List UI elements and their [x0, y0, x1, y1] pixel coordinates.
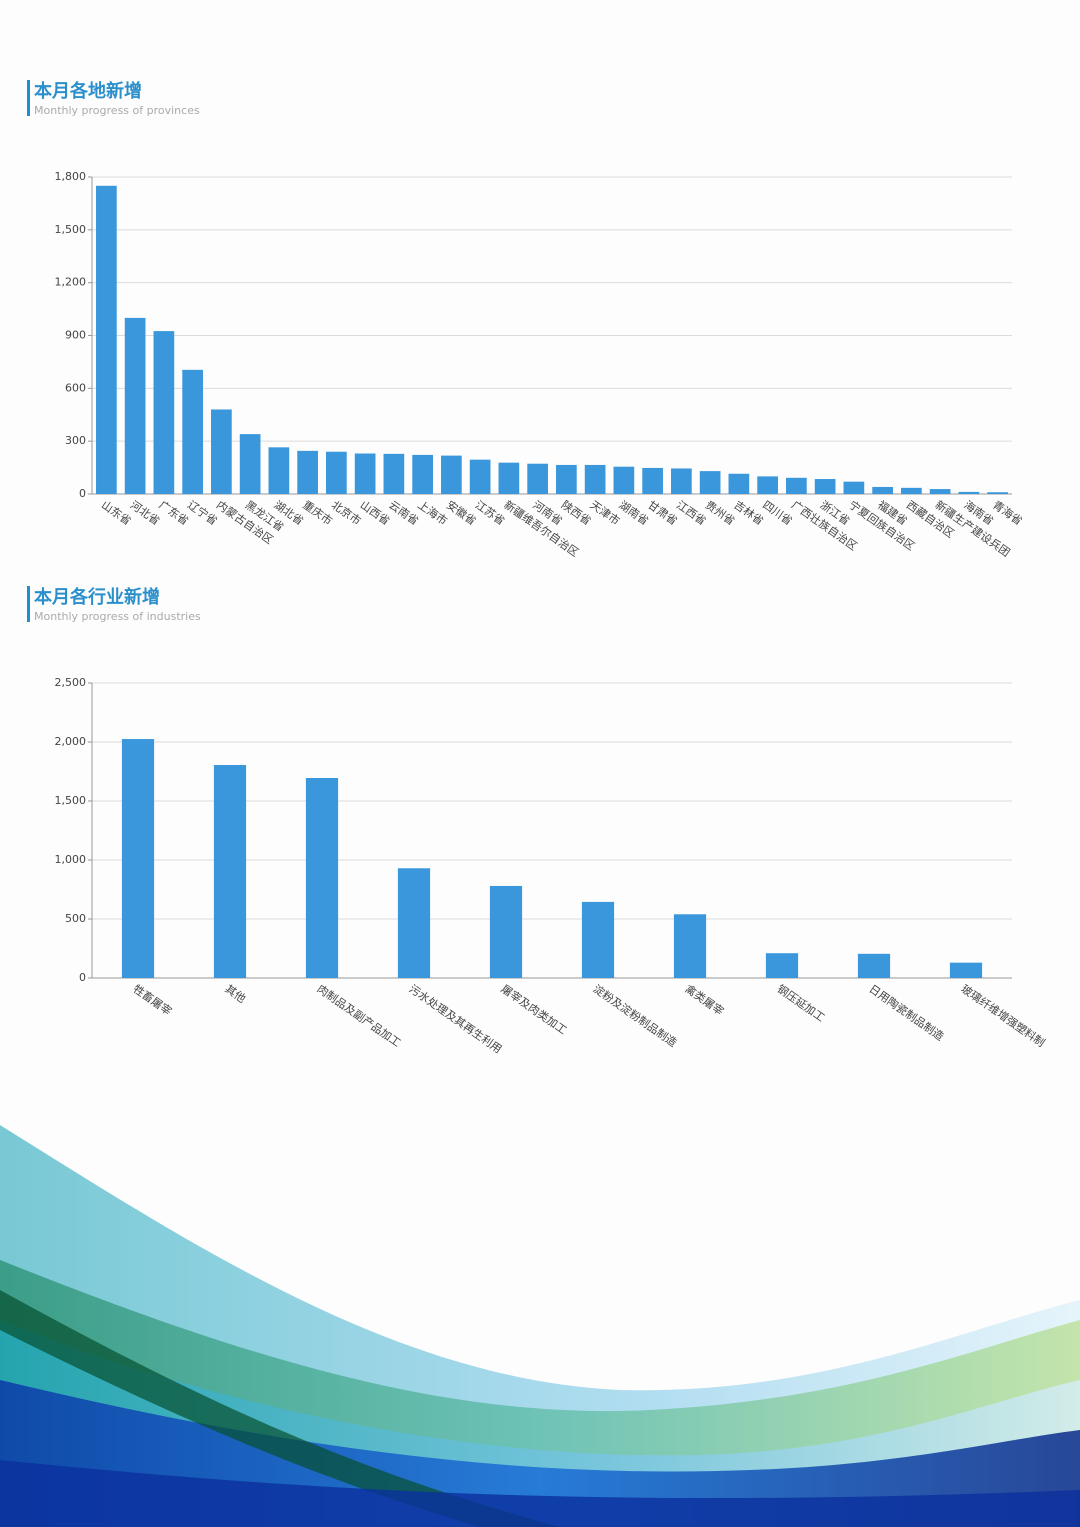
bar — [699, 471, 721, 494]
bar — [489, 885, 523, 978]
bar — [527, 463, 548, 494]
y-tick-label: 900 — [65, 329, 86, 342]
chart-subtitle: Monthly progress of industries — [34, 610, 201, 623]
y-tick-label: 1,800 — [55, 170, 87, 183]
wave — [0, 1460, 1080, 1527]
bar — [397, 868, 431, 978]
bar — [581, 901, 615, 978]
chart-title: 本月各行业新增 — [34, 586, 160, 608]
heading-bar — [27, 586, 30, 622]
y-tick-label: 2,500 — [55, 676, 87, 689]
bar — [857, 953, 891, 978]
bar — [929, 489, 951, 494]
chart-subtitle: Monthly progress of provinces — [34, 104, 200, 117]
bar — [872, 486, 893, 494]
bar — [843, 481, 865, 494]
bar — [556, 464, 577, 494]
bar — [124, 317, 146, 494]
bar — [441, 455, 462, 494]
y-tick-label: 0 — [79, 487, 86, 500]
heading-bar — [27, 80, 30, 116]
y-tick-label: 1,000 — [55, 853, 87, 866]
y-tick-label: 1,200 — [55, 276, 87, 289]
bar — [949, 962, 983, 978]
bar — [498, 462, 520, 494]
bar — [96, 185, 117, 495]
bar — [268, 447, 290, 494]
bar — [673, 914, 707, 978]
bar — [297, 450, 318, 494]
bar — [412, 454, 433, 494]
y-tick-label: 500 — [65, 912, 86, 925]
bar — [153, 331, 175, 494]
bar — [814, 479, 836, 494]
bar — [958, 491, 980, 494]
bar — [584, 464, 606, 494]
bar — [765, 953, 799, 978]
y-tick-label: 1,500 — [55, 794, 87, 807]
y-tick-label: 1,500 — [55, 223, 87, 236]
bar — [121, 739, 155, 978]
y-tick-label: 0 — [79, 971, 86, 984]
bar — [326, 451, 347, 494]
bar — [211, 409, 232, 494]
y-tick-label: 300 — [65, 434, 86, 447]
bar — [757, 476, 778, 494]
bar — [901, 487, 922, 494]
bar — [613, 466, 635, 494]
bar — [305, 777, 339, 978]
bar — [728, 473, 750, 494]
bar — [239, 434, 261, 494]
y-tick-label: 2,000 — [55, 735, 87, 748]
y-tick-label: 600 — [65, 381, 86, 394]
bar — [671, 468, 692, 494]
bar — [786, 477, 807, 494]
bar — [213, 765, 247, 978]
bar — [182, 369, 203, 494]
bar — [642, 467, 663, 494]
bar — [987, 492, 1008, 494]
bar — [469, 459, 491, 494]
chart-title: 本月各地新增 — [34, 80, 142, 102]
bar — [383, 453, 405, 494]
decorative-waves — [0, 1125, 1080, 1527]
bar — [354, 453, 376, 494]
